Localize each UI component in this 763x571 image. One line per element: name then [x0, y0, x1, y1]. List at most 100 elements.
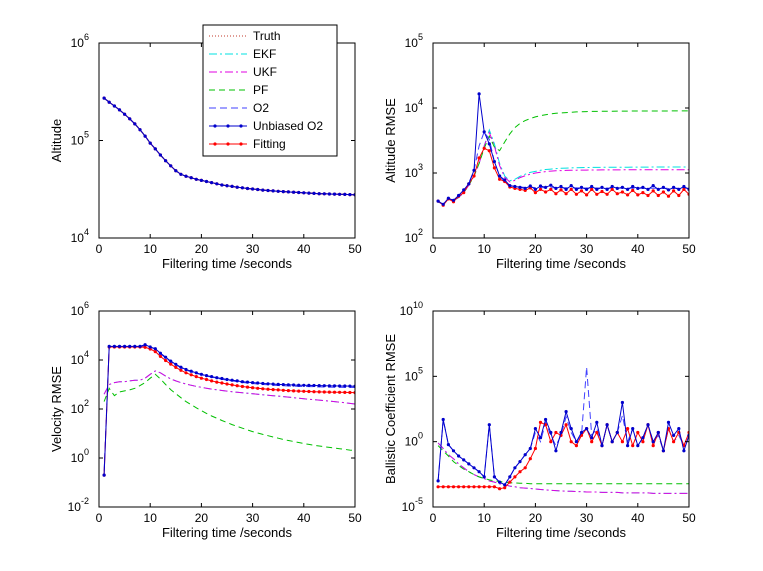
data-point-unbiased-o2	[600, 185, 604, 189]
y-tick-label: 104	[405, 97, 423, 115]
data-point-fitting	[256, 386, 260, 390]
data-point-unbiased-o2	[620, 185, 625, 189]
data-point-unbiased-o2	[322, 384, 326, 388]
data-point-fitting	[554, 192, 558, 196]
data-point-fitting	[569, 187, 573, 191]
data-point-unbiased-o2	[327, 192, 331, 196]
series-line-unbiased-o2	[103, 344, 355, 476]
data-point-unbiased-o2	[595, 420, 599, 424]
data-point-unbiased-o2	[513, 184, 517, 189]
data-point-unbiased-o2	[651, 184, 655, 188]
data-point-fitting	[569, 440, 573, 444]
data-point-unbiased-o2	[123, 112, 127, 116]
y-axis-label: Altitude	[49, 119, 64, 162]
x-axis-label: Filtering time /seconds	[496, 256, 627, 271]
data-point-unbiased-o2	[256, 187, 260, 192]
data-point-unbiased-o2	[220, 376, 224, 381]
data-point-unbiased-o2	[312, 383, 316, 388]
data-point-fitting	[651, 444, 655, 448]
data-point-unbiased-o2	[487, 423, 491, 427]
plot-4: 0 10 20 30 40 50 10-5 100 105 1010 Filtering time …	[383, 300, 696, 540]
data-point-unbiased-o2	[682, 449, 686, 453]
data-point-fitting	[564, 192, 568, 196]
data-point-unbiased-o2	[569, 427, 573, 431]
data-point-fitting	[210, 379, 214, 383]
data-point-unbiased-o2	[117, 108, 122, 112]
data-point-unbiased-o2	[492, 160, 496, 164]
legend-label-fitting: Fitting	[253, 137, 286, 151]
data-point-unbiased-o2	[451, 198, 456, 202]
x-tick-label: 40	[297, 242, 311, 256]
data-point-unbiased-o2	[194, 177, 198, 181]
data-point-fitting	[574, 192, 579, 196]
data-point-unbiased-o2	[240, 186, 244, 190]
data-point-unbiased-o2	[549, 183, 553, 187]
data-point-unbiased-o2	[189, 369, 193, 373]
data-point-fitting	[641, 440, 645, 444]
data-point-fitting	[518, 470, 522, 474]
data-point-fitting	[266, 387, 270, 391]
data-point-fitting	[292, 389, 296, 393]
data-point-unbiased-o2	[225, 184, 229, 188]
y-tick-label: 104	[71, 349, 89, 367]
series-group	[102, 343, 355, 477]
data-point-unbiased-o2	[457, 454, 461, 458]
data-point-unbiased-o2	[508, 184, 512, 188]
data-point-unbiased-o2	[441, 202, 445, 206]
data-point-unbiased-o2	[666, 420, 671, 424]
data-point-unbiased-o2	[544, 417, 548, 422]
x-tick-label: 20	[195, 242, 209, 256]
data-point-fitting	[174, 365, 178, 369]
data-point-fitting	[503, 486, 507, 490]
data-point-unbiased-o2	[317, 384, 321, 388]
data-point-fitting	[441, 485, 445, 489]
data-point-fitting	[682, 187, 686, 191]
data-point-unbiased-o2	[666, 188, 671, 192]
x-tick-label: 10	[144, 242, 158, 256]
data-point-unbiased-o2	[513, 466, 517, 470]
data-point-fitting	[492, 485, 496, 489]
data-point-unbiased-o2	[148, 345, 152, 349]
data-point-fitting	[528, 457, 532, 461]
data-point-unbiased-o2	[661, 449, 666, 453]
data-point-unbiased-o2	[281, 383, 285, 387]
data-point-fitting	[348, 390, 352, 395]
data-point-unbiased-o2	[332, 192, 337, 196]
data-point-unbiased-o2	[564, 187, 568, 191]
data-point-unbiased-o2	[446, 443, 450, 447]
data-point-fitting	[436, 485, 440, 489]
data-point-fitting	[477, 485, 481, 489]
data-point-fitting	[457, 485, 461, 489]
series-group	[102, 96, 355, 197]
axes-frame	[432, 310, 690, 508]
data-point-unbiased-o2	[220, 183, 224, 187]
data-point-unbiased-o2	[194, 371, 198, 375]
data-point-fitting	[641, 191, 645, 195]
series-line-pf	[103, 373, 355, 452]
data-point-unbiased-o2	[605, 187, 609, 191]
data-point-unbiased-o2	[261, 381, 265, 386]
series-line-pf	[437, 110, 689, 205]
data-point-fitting	[286, 389, 290, 393]
data-point-unbiased-o2	[128, 117, 132, 121]
data-point-unbiased-o2	[559, 430, 563, 435]
data-point-unbiased-o2	[199, 178, 203, 182]
data-point-unbiased-o2	[441, 417, 445, 422]
data-point-fitting	[179, 368, 183, 372]
data-point-unbiased-o2	[169, 164, 173, 168]
data-point-fitting	[620, 190, 625, 194]
data-point-fitting	[332, 390, 337, 394]
data-point-unbiased-o2	[482, 475, 486, 479]
y-tick-label: 104	[71, 227, 89, 245]
data-point-fitting	[549, 187, 553, 191]
series-line-fitting	[437, 147, 689, 206]
data-point-unbiased-o2	[138, 128, 142, 132]
legend-label-pf: PF	[253, 83, 268, 97]
legend-label-unbiased-o2: Unbiased O2	[253, 119, 323, 133]
x-tick-label: 10	[144, 511, 158, 525]
data-point-unbiased-o2	[646, 423, 650, 427]
data-point-unbiased-o2	[189, 176, 193, 180]
data-point-unbiased-o2	[682, 184, 686, 189]
y-tick-label: 105	[405, 365, 423, 383]
data-point-fitting	[235, 384, 239, 388]
